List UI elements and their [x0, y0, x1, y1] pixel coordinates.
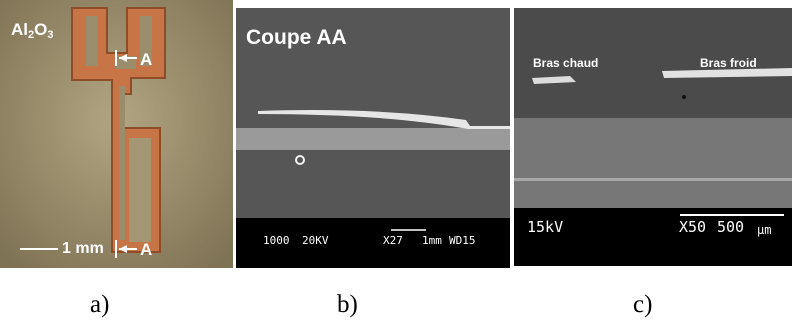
cross-section-drawing	[236, 8, 510, 268]
panel-b-sem-image: Coupe AA 1000 20KV X27 1mm WD15	[236, 8, 510, 268]
info-scale: 500	[717, 218, 745, 236]
hot-arm-shape	[532, 76, 576, 84]
panel-b-title: Coupe AA	[246, 26, 347, 49]
label-cold-arm: Bras froid	[700, 56, 757, 70]
info-voltage: 20KV	[302, 234, 329, 247]
material-label: Al2O3	[11, 20, 54, 41]
substrate-band	[514, 118, 792, 208]
arms-drawing	[514, 8, 792, 266]
info-magnification-code: 1000	[263, 234, 290, 247]
caption-b: b)	[337, 291, 358, 318]
sem-info-bar	[514, 208, 792, 266]
info-unit: µm	[757, 223, 772, 237]
substrate-band	[236, 128, 510, 150]
scale-bar-label: 1 mm	[62, 240, 104, 257]
caption-a: a)	[90, 291, 110, 318]
cold-arm-shape	[662, 68, 792, 78]
sem-info-bar	[236, 218, 510, 268]
info-working-distance: WD15	[449, 234, 476, 247]
copper-trace-drawing	[0, 0, 233, 268]
info-voltage: 15kV	[527, 218, 564, 236]
info-scale: 1mm	[422, 234, 442, 247]
section-label-top: A	[140, 50, 153, 69]
caption-c: c)	[633, 291, 653, 318]
conductor-layer	[258, 110, 510, 129]
label-hot-arm: Bras chaud	[533, 56, 599, 70]
info-zoom: X50	[679, 218, 707, 236]
panel-c-sem-image: Bras chaud Bras froid 15kV X50 500 µm	[514, 8, 792, 266]
info-zoom: X27	[383, 234, 403, 247]
panel-a-optical-image: Al2O3 A A 1 mm	[0, 0, 233, 268]
section-label-bottom: A	[140, 240, 153, 259]
